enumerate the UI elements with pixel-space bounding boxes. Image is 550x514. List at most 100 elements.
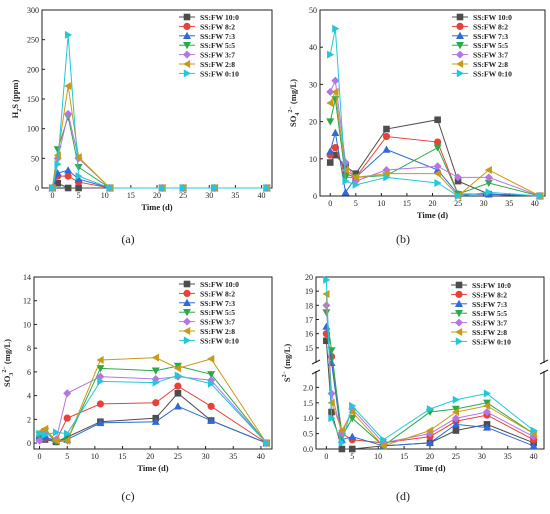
data-point (382, 132, 391, 141)
x-tick-label: 5 (350, 452, 354, 461)
data-point (341, 158, 350, 167)
data-point (174, 389, 182, 397)
series-line (51, 114, 267, 189)
data-point (348, 432, 357, 440)
data-point (348, 445, 356, 453)
chart-panel-a: 0 5 10 15 20 25 30 35 40 0 50 100 150 200 250 300 Time (… (10, 6, 273, 212)
series-line (325, 333, 534, 444)
data-point (75, 184, 82, 192)
x-tick-label: 40 (257, 452, 265, 461)
data-point (484, 165, 492, 174)
data-point (341, 188, 350, 196)
y-tick-label: 100 (27, 125, 39, 134)
legend-entry: SS:FW 10:0 (473, 13, 512, 22)
y-axis-label-part: SO (2, 375, 12, 387)
y-tick-label: 0 (27, 439, 31, 448)
data-point (207, 371, 216, 379)
y-axis-label-part: 2− (2, 366, 8, 373)
legend-entry: SS:FW 0:10 (472, 337, 511, 346)
x-tick-label: 5 (77, 191, 81, 200)
y-tick-label: 10 (23, 320, 31, 329)
x-tick-label: 40 (258, 191, 266, 200)
legend-marker (455, 318, 463, 327)
data-point (379, 441, 387, 450)
legend-entry: SS:FW 7:3 (472, 300, 507, 309)
y-tick-label: 1.5 (303, 399, 313, 408)
y-tick-label: 300 (27, 6, 39, 15)
x-tick-label: 10 (377, 199, 385, 208)
series-line (51, 113, 267, 189)
legend-marker (456, 69, 464, 78)
data-point (64, 81, 72, 90)
data-point (454, 173, 463, 182)
chart-panel-d: 0 5 10 15 20 25 30 35 40 15 16 17 18 19 20 0.0 0.5 1.0 1.5… (282, 273, 549, 473)
data-point (426, 438, 434, 447)
legend-entry: SS:FW 5:5 (473, 41, 508, 50)
legend-entry: SS:FW 0:10 (200, 336, 239, 345)
chart-panel-b: 0 5 10 15 20 25 30 35 40 0 10 20 30 40 50 Time (d) SO42−… (288, 6, 546, 220)
y-tick-label: 30 (309, 80, 317, 89)
data-point (326, 118, 335, 126)
data-point (351, 173, 359, 182)
data-point (332, 151, 339, 159)
data-point (328, 414, 336, 423)
x-tick-label: 25 (454, 199, 462, 208)
y-tick-label: 250 (27, 36, 39, 45)
x-tick-label: 0 (38, 452, 42, 461)
legend-marker (183, 289, 191, 297)
data-point (530, 426, 538, 435)
series-line (39, 376, 267, 444)
y-tick-label: 16 (305, 330, 313, 339)
legend-entry: SS:FW 7:3 (200, 299, 235, 308)
data-point (74, 153, 82, 162)
data-point (53, 151, 61, 160)
data-point (536, 192, 544, 200)
legend-entry: SS:FW 5:5 (200, 41, 235, 50)
data-point (380, 435, 388, 444)
data-point (342, 177, 350, 186)
legend-marker (455, 290, 463, 298)
data-point (338, 438, 346, 447)
data-point (323, 275, 331, 284)
y-axis-label-part: 2− (282, 370, 288, 377)
y-axis-label-part: (mg/L) (288, 79, 298, 106)
legend-entry: SS:FW 8:2 (472, 290, 507, 299)
y-tick-label: 2.0 (303, 383, 313, 392)
legend-marker (456, 31, 464, 39)
y-tick-label: 17 (305, 316, 313, 325)
y-tick-label: 14 (23, 273, 31, 282)
data-point (485, 188, 493, 197)
x-tick-label: 25 (174, 452, 182, 461)
y-tick-label: 8 (27, 344, 31, 353)
legend-entry: SS:FW 10:0 (200, 13, 239, 22)
data-point (383, 125, 390, 133)
legend-entry: SS:FW 8:2 (200, 22, 235, 31)
x-tick-label: 30 (205, 191, 213, 200)
x-tick-label: 35 (231, 191, 239, 200)
data-point (322, 322, 331, 330)
series-line (329, 78, 541, 197)
data-point (382, 145, 391, 153)
legend-marker (456, 22, 464, 30)
data-point (349, 401, 357, 410)
y-tick-label: 12 (23, 297, 31, 306)
data-point (207, 379, 216, 388)
x-axis-label: Time (d) (141, 202, 172, 212)
legend-marker (455, 281, 463, 289)
data-point (433, 144, 442, 152)
data-point (451, 408, 460, 417)
data-point (326, 147, 335, 155)
data-point (331, 87, 339, 96)
legend-marker (183, 42, 191, 50)
y-tick-label: 20 (309, 118, 317, 127)
y-axis-label-part: H (10, 111, 20, 118)
legend-entry: SS:FW 2:8 (200, 60, 235, 69)
legend-marker (183, 31, 191, 39)
data-point (173, 364, 182, 373)
y-tick-label: 19 (305, 287, 313, 296)
x-tick-label: 25 (452, 452, 460, 461)
data-point (106, 184, 114, 192)
legend-entry: SS:FW 7:3 (200, 32, 235, 41)
x-tick-label: 0 (324, 452, 328, 461)
